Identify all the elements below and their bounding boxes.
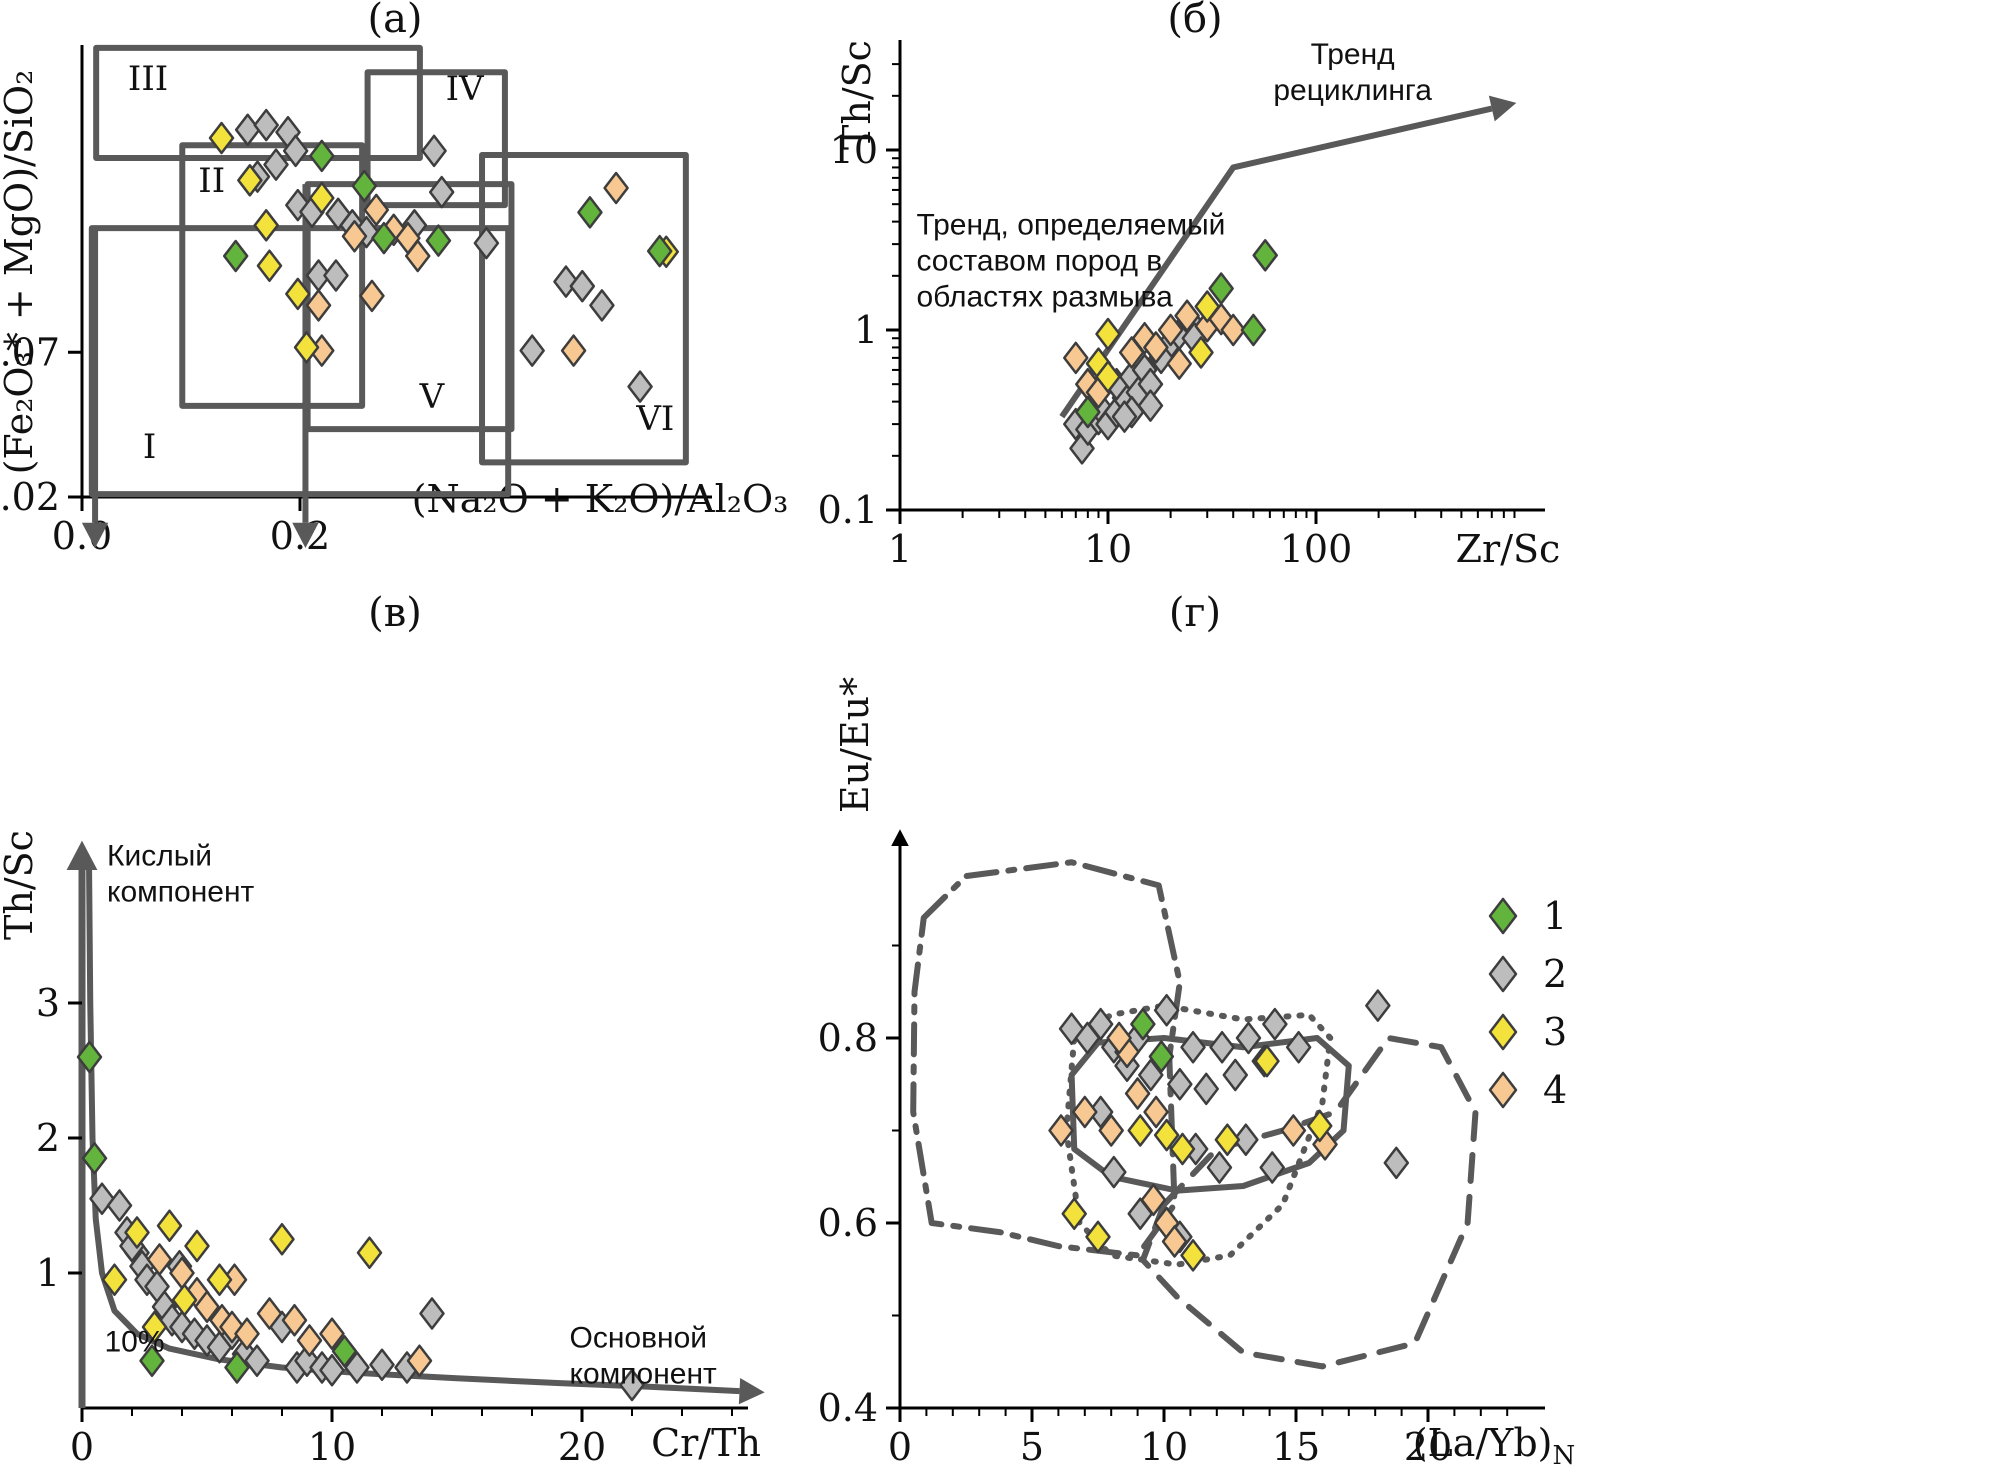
svg-text:(Fe₂O₃* + MgO)/SiO₂: (Fe₂O₃* + MgO)/SiO₂ bbox=[0, 70, 41, 475]
svg-text:10: 10 bbox=[308, 1425, 356, 1469]
svg-text:составом пород в: составом пород в bbox=[916, 244, 1162, 277]
panel-v-points bbox=[76, 1040, 645, 1402]
svg-text:1: 1 bbox=[36, 1251, 60, 1295]
svg-text:0.0: 0.0 bbox=[52, 514, 112, 558]
svg-text:0.4: 0.4 bbox=[818, 1386, 878, 1430]
svg-text:100: 100 bbox=[1280, 527, 1353, 571]
legend: 1 2 3 4 bbox=[1488, 894, 1567, 1112]
svg-text:4: 4 bbox=[1543, 1068, 1567, 1112]
svg-text:2: 2 bbox=[36, 1116, 60, 1160]
svg-text:(а): (а) bbox=[367, 0, 422, 42]
svg-text:10: 10 bbox=[830, 128, 878, 172]
svg-text:10%: 10% bbox=[105, 1325, 165, 1358]
svg-text:2: 2 bbox=[1543, 952, 1567, 996]
svg-text:компонент: компонент bbox=[107, 875, 255, 908]
svg-text:Th/Sc: Th/Sc bbox=[0, 830, 41, 940]
svg-text:(La/Yb)N: (La/Yb)N bbox=[1413, 1421, 1576, 1471]
panel-g-points bbox=[1048, 989, 1410, 1272]
svg-text:Тренд, определяемый: Тренд, определяемый bbox=[916, 208, 1225, 241]
svg-text:15: 15 bbox=[1272, 1425, 1320, 1469]
panel-a: 0.00.2(Na₂O + K₂O)/Al₂O₃0.070.02(Fe₂O₃* … bbox=[0, 44, 789, 558]
svg-text:10: 10 bbox=[1140, 1425, 1188, 1469]
svg-text:1: 1 bbox=[854, 308, 878, 352]
svg-text:0: 0 bbox=[70, 1425, 94, 1469]
svg-text:Тренд: Тренд bbox=[1311, 38, 1395, 71]
svg-text:рециклинга: рециклинга bbox=[1273, 74, 1432, 107]
svg-text:1: 1 bbox=[888, 527, 912, 571]
svg-text:областях размыва: областях размыва bbox=[916, 280, 1173, 313]
svg-text:Кислый: Кислый bbox=[107, 839, 212, 872]
svg-text:Основной: Основной bbox=[570, 1321, 708, 1354]
svg-text:0.8: 0.8 bbox=[818, 1016, 878, 1060]
panel-b-points bbox=[1063, 239, 1278, 465]
svg-text:Cr/Th: Cr/Th bbox=[651, 1421, 761, 1465]
svg-text:0.02: 0.02 bbox=[0, 475, 60, 519]
panel-titles: (а) (б) (в) (г) bbox=[367, 0, 1222, 636]
svg-text:II: II bbox=[198, 161, 225, 201]
svg-text:Th/Sc: Th/Sc bbox=[835, 40, 879, 150]
svg-text:IV: IV bbox=[446, 69, 485, 109]
svg-text:(г): (г) bbox=[1169, 590, 1221, 636]
svg-text:20: 20 bbox=[558, 1425, 606, 1469]
svg-text:V: V bbox=[419, 377, 446, 417]
svg-text:(б): (б) bbox=[1167, 0, 1222, 42]
svg-text:3: 3 bbox=[36, 981, 60, 1025]
svg-text:3: 3 bbox=[1543, 1010, 1567, 1054]
svg-text:5: 5 bbox=[1020, 1425, 1044, 1469]
svg-text:I: I bbox=[143, 427, 156, 467]
svg-text:(в): (в) bbox=[368, 590, 422, 636]
svg-text:VI: VI bbox=[635, 399, 674, 439]
panel-a-points bbox=[208, 108, 679, 403]
svg-text:20: 20 bbox=[1404, 1425, 1452, 1469]
svg-text:компонент: компонент bbox=[570, 1357, 718, 1390]
svg-text:0.6: 0.6 bbox=[818, 1201, 878, 1245]
svg-text:1: 1 bbox=[1543, 894, 1567, 938]
svg-text:0.1: 0.1 bbox=[818, 488, 878, 532]
svg-text:Zr/Sc: Zr/Sc bbox=[1456, 527, 1561, 571]
svg-text:0.07: 0.07 bbox=[0, 330, 60, 374]
svg-text:10: 10 bbox=[1084, 527, 1132, 571]
panel-g: 0 5 10 15 20(La/Yb)N 0.4 0.6 0.8 Eu/Eu* bbox=[818, 677, 1576, 1471]
svg-text:Eu/Eu*: Eu/Eu* bbox=[833, 677, 877, 813]
svg-text:III: III bbox=[128, 59, 168, 99]
svg-text:(Na₂O + K₂O)/Al₂O₃: (Na₂O + K₂O)/Al₂O₃ bbox=[412, 477, 789, 521]
svg-text:0: 0 bbox=[888, 1425, 912, 1469]
